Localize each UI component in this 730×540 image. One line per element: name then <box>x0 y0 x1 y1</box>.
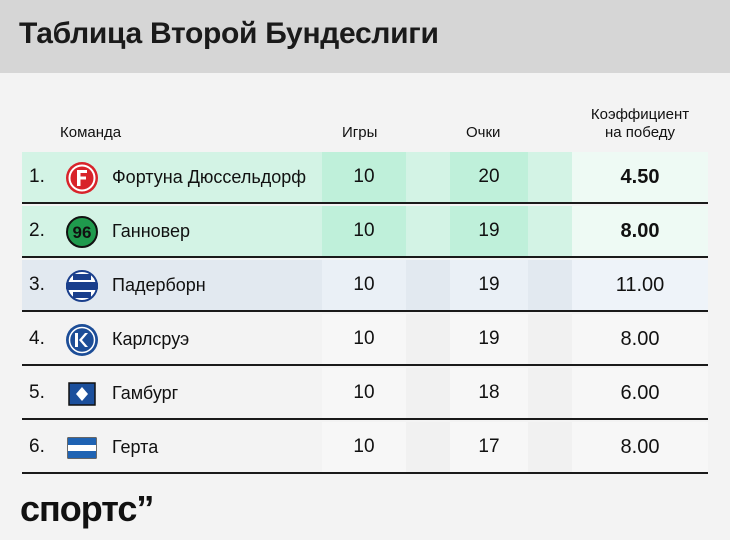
paderborn-logo-icon <box>66 270 98 302</box>
table-row: 10 19 8.00 2. 96 Ганновер <box>22 206 708 258</box>
points-cell: 20 <box>450 152 528 202</box>
rank-cell: 6. <box>29 436 45 457</box>
points-cell: 19 <box>450 260 528 310</box>
table-row: 10 18 6.00 5. Гамбург <box>22 368 708 420</box>
odds-cell: 8.00 <box>572 422 708 472</box>
hannover-96-logo-icon: 96 <box>66 216 98 248</box>
team-name: Фортуна Дюссельдорф <box>112 167 307 187</box>
team-name: Ганновер <box>112 221 191 241</box>
table-row: 10 17 8.00 6. Герта <box>22 422 708 474</box>
odds-cell: 4.50 <box>572 152 708 202</box>
rank-cell: 2. <box>29 220 45 241</box>
column-header-games: Игры <box>342 124 378 141</box>
rank-cell: 5. <box>29 382 45 403</box>
page-title: Таблица Второй Бундеслиги <box>19 17 439 50</box>
odds-cell: 6.00 <box>572 368 708 418</box>
svg-text:96: 96 <box>73 223 92 242</box>
odds-cell: 11.00 <box>572 260 708 310</box>
points-cell: 17 <box>450 422 528 472</box>
points-cell: 18 <box>450 368 528 418</box>
column-header-odds: Коэффициент на победу <box>572 106 708 142</box>
fortuna-dusseldorf-logo-icon <box>66 162 98 194</box>
column-header-team: Команда <box>60 124 122 141</box>
rank-cell: 4. <box>29 328 45 349</box>
team-name: Герта <box>112 437 159 457</box>
games-cell: 10 <box>322 422 406 472</box>
games-cell: 10 <box>322 152 406 202</box>
title-bar: Таблица Второй Бундеслиги <box>0 0 730 73</box>
karlsruhe-logo-icon <box>66 324 98 356</box>
rank-cell: 1. <box>29 166 45 187</box>
column-header-points: Очки <box>466 124 501 141</box>
games-cell: 10 <box>322 206 406 256</box>
rank-cell: 3. <box>29 274 45 295</box>
points-cell: 19 <box>450 206 528 256</box>
odds-cell: 8.00 <box>572 314 708 364</box>
points-cell: 19 <box>450 314 528 364</box>
column-header-odds-line2: на победу <box>605 124 675 141</box>
games-cell: 10 <box>322 260 406 310</box>
hamburg-logo-icon <box>68 382 96 406</box>
column-header-odds-line1: Коэффициент <box>590 106 690 123</box>
odds-cell: 8.00 <box>572 206 708 256</box>
table-row: 10 20 4.50 1. Фортуна Дюссельдорф <box>22 152 708 204</box>
team-name: Карлсруэ <box>112 329 190 349</box>
table-row: 10 19 8.00 4. Карлсруэ <box>22 314 708 366</box>
games-cell: 10 <box>322 314 406 364</box>
team-name: Гамбург <box>112 383 179 403</box>
table-row: 10 19 11.00 3. Падерборн <box>22 260 708 312</box>
brand-logo: спортс’’ <box>20 488 154 529</box>
hertha-logo-icon <box>67 437 97 459</box>
games-cell: 10 <box>322 368 406 418</box>
team-name: Падерборн <box>112 275 206 295</box>
